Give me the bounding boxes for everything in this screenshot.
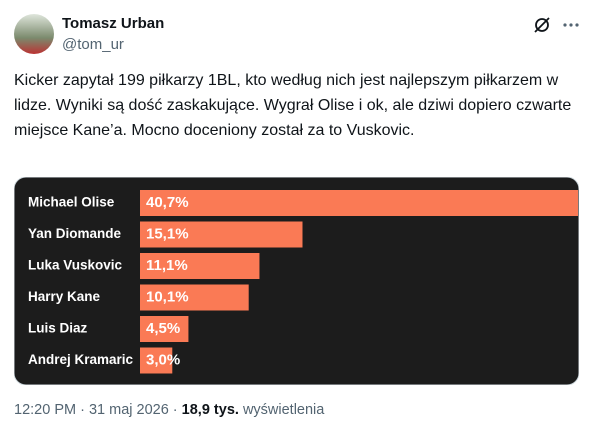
tweet-text: Kicker zapytał 199 piłkarzy 1BL, kto wed… (14, 72, 572, 139)
author-handle[interactable]: @tom_ur (62, 36, 124, 53)
bar (140, 284, 249, 311)
category-label: Yan Diomande (28, 226, 122, 241)
bar (140, 221, 303, 248)
value-label: 10,1% (146, 288, 189, 305)
value-label: 40,7% (146, 194, 189, 211)
category-label: Luis Diaz (28, 321, 88, 336)
bar (140, 316, 189, 342)
footer: 12:20 PM · 31 maj 2026 · 18,9 tys. wyświ… (14, 402, 325, 418)
bar (140, 253, 260, 279)
bar (140, 190, 578, 216)
value-label: 4,5% (146, 320, 180, 337)
views-label: wyświetlenia (242, 402, 325, 418)
date[interactable]: 31 maj 2026 (88, 402, 169, 418)
category-label: Andrej Kramaric (28, 352, 134, 367)
tweet-icons (534, 17, 579, 33)
more-icon[interactable] (563, 23, 579, 27)
avatar[interactable] (14, 14, 54, 54)
views: 18,9 tys. (181, 402, 239, 418)
grok-icon[interactable] (534, 17, 550, 33)
category-label: Luka Vuskovic (28, 258, 123, 273)
category-label: Michael Olise (28, 195, 115, 210)
category-label: Harry Kane (28, 289, 101, 304)
time[interactable]: 12:20 PM (14, 402, 77, 418)
value-label: 15,1% (146, 225, 189, 242)
author-name[interactable]: Tomasz Urban (62, 15, 165, 32)
bar (140, 347, 173, 374)
value-label: 11,1% (146, 257, 188, 274)
chart-image[interactable]: Michael Olise 40,7% Yan Diomande 15,1% Luka … (14, 177, 579, 385)
value-label: 3,0% (146, 351, 180, 368)
